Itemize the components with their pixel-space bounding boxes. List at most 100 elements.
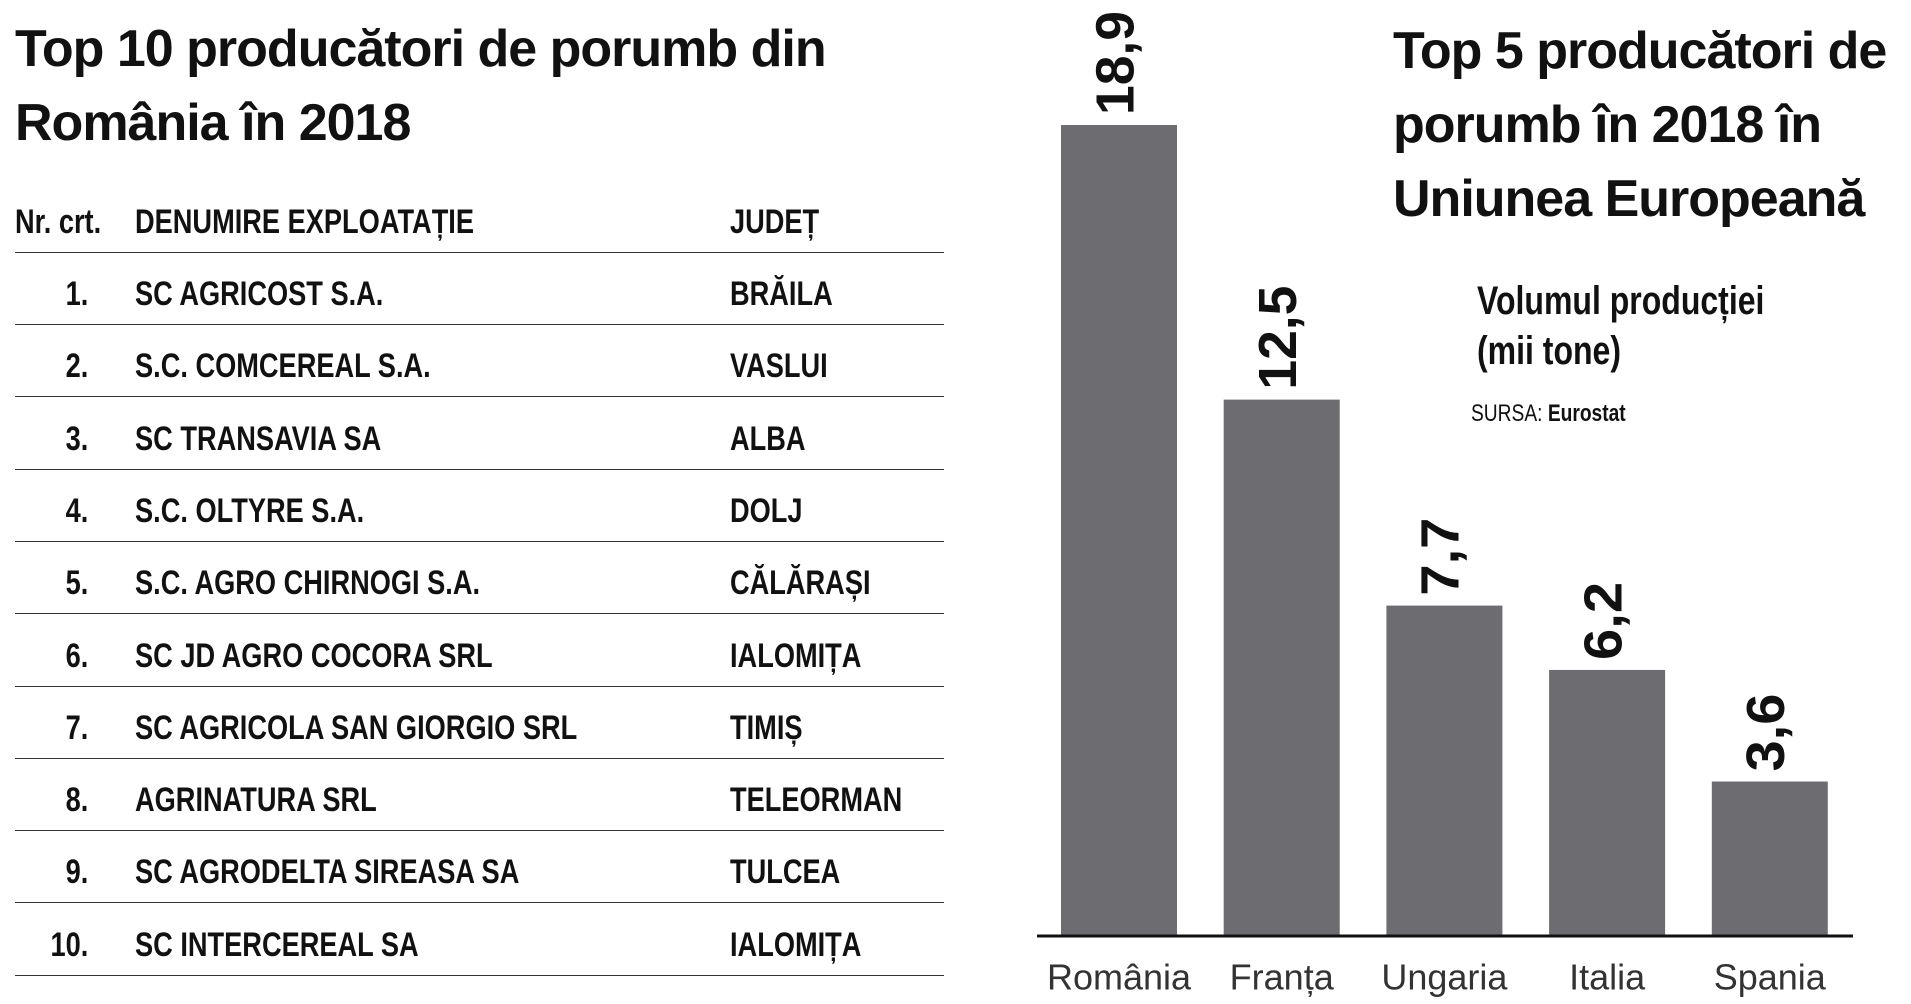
table-cell: S.C. OLTYRE S.A. bbox=[135, 491, 365, 530]
table-cell: IALOMIȚA bbox=[730, 636, 862, 675]
table-cell: S.C. COMCEREAL S.A. bbox=[135, 347, 431, 386]
table-row: 5. S.C. AGRO CHIRNOGI S.A. CĂLĂRAȘI bbox=[15, 541, 944, 615]
table-cell: 4. bbox=[65, 491, 88, 530]
table-cell: BRĂILA bbox=[730, 275, 833, 313]
cell: SC AGRICOST S.A. bbox=[135, 275, 445, 314]
table-cell: CĂLĂRAȘI bbox=[730, 564, 871, 603]
table-cell: SC AGRODELTA SIREASA SA bbox=[135, 853, 520, 892]
cell: DENUMIRE EXPLOATAȚIE bbox=[135, 203, 559, 242]
source-label: SURSA: bbox=[1471, 400, 1543, 427]
source-name: Eurostat bbox=[1547, 400, 1626, 427]
cell: BRĂILA bbox=[730, 275, 858, 314]
table-cell: S.C. AGRO CHIRNOGI S.A. bbox=[135, 564, 481, 603]
table-title: Top 10 producători de porumb din România… bbox=[15, 20, 827, 152]
table-cell: 9. bbox=[65, 853, 88, 892]
cell: DOLJ bbox=[730, 492, 821, 531]
table-row: 1. SC AGRICOST S.A. BRĂILA bbox=[15, 252, 944, 325]
x-tick-label: Italia bbox=[1569, 957, 1646, 998]
table-cell: DOLJ bbox=[730, 491, 803, 530]
x-tick-label: România bbox=[1047, 957, 1192, 998]
x-tick-label: Ungaria bbox=[1381, 957, 1508, 998]
table-row: 7. SC AGRICOLA SAN GIORGIO SRL TIMIȘ bbox=[15, 686, 944, 759]
header-cell: Nr. crt. bbox=[15, 203, 102, 241]
header-row: Nr. crt. DENUMIRE EXPLOATAȚIE JUDEȚ bbox=[15, 180, 944, 253]
table-cell: SC AGRICOLA SAN GIORGIO SRL bbox=[135, 708, 578, 747]
cell: S.C. OLTYRE S.A. bbox=[135, 492, 422, 531]
table-row: 3. SC TRANSAVIA SA ALBA bbox=[15, 397, 944, 470]
table-cell: SC JD AGRO COCORA SRL bbox=[135, 636, 493, 675]
cell: 10. bbox=[41, 926, 88, 965]
bar bbox=[1223, 399, 1340, 936]
chart-title: Top 5 producători de porumb în 2018 în U… bbox=[1393, 22, 1887, 228]
table-cell: 6. bbox=[65, 636, 88, 675]
table-cell: TULCEA bbox=[730, 853, 841, 892]
header-cell: JUDEȚ bbox=[730, 203, 820, 241]
table-cell: IALOMIȚA bbox=[730, 925, 862, 964]
table-row: 8. AGRINATURA SRL TELEORMAN bbox=[15, 758, 945, 832]
cell: 7. bbox=[60, 709, 88, 748]
cell: SC INTERCEREAL SA bbox=[135, 926, 490, 965]
cell: 4. bbox=[60, 492, 88, 531]
cell: AGRINATURA SRL bbox=[135, 781, 437, 820]
table-cell: 8. bbox=[65, 781, 88, 820]
bar bbox=[1549, 669, 1666, 936]
cell: 1. bbox=[60, 275, 88, 314]
table-cell: TIMIȘ bbox=[730, 708, 803, 747]
value-label: 6,2 bbox=[1573, 582, 1633, 660]
cell: 9. bbox=[60, 853, 88, 892]
cell: TELEORMAN bbox=[730, 781, 945, 820]
table-row: 10. SC INTERCEREAL SA IALOMIȚA bbox=[15, 903, 944, 976]
cell: 3. bbox=[60, 420, 88, 459]
cell: 5. bbox=[60, 564, 88, 603]
subtitle-box: Volumul producției (mii tone) bbox=[1477, 276, 1837, 376]
cell: 8. bbox=[60, 781, 88, 820]
cell: SC AGRODELTA SIREASA SA bbox=[135, 853, 615, 892]
table-row: 4. S.C. OLTYRE S.A. DOLJ bbox=[15, 469, 944, 542]
table-cell: 5. bbox=[65, 564, 88, 603]
cell: VASLUI bbox=[730, 347, 852, 386]
table-cell: SC INTERCEREAL SA bbox=[135, 925, 419, 964]
cell: S.C. AGRO CHIRNOGI S.A. bbox=[135, 564, 566, 603]
bar bbox=[1386, 605, 1503, 936]
cell: SC JD AGRO COCORA SRL bbox=[135, 637, 582, 676]
cell: SC TRANSAVIA SA bbox=[135, 420, 443, 459]
x-tick-label: Franța bbox=[1230, 957, 1335, 998]
cell: ALBA bbox=[730, 420, 824, 459]
value-label: 12,5 bbox=[1248, 286, 1308, 390]
table-cell: ALBA bbox=[730, 419, 806, 458]
table-cell: SC AGRICOST S.A. bbox=[135, 275, 384, 313]
table-cell: 1. bbox=[65, 275, 88, 313]
table-cell: 7. bbox=[65, 708, 88, 747]
source-box: SURSA: Eurostat bbox=[1471, 400, 1664, 428]
cell: JUDEȚ bbox=[730, 203, 841, 242]
table-row: 2. S.C. COMCEREAL S.A. VASLUI bbox=[15, 324, 944, 398]
source: SURSA: Eurostat bbox=[1471, 400, 1626, 428]
value-label: 18,9 bbox=[1085, 11, 1145, 115]
table-cell: TELEORMAN bbox=[730, 781, 903, 820]
header-cell: DENUMIRE EXPLOATAȚIE bbox=[135, 203, 475, 241]
bar bbox=[1711, 781, 1828, 936]
cell: TIMIȘ bbox=[730, 709, 821, 748]
value-label: 7,7 bbox=[1411, 518, 1471, 596]
cell: S.C. COMCEREAL S.A. bbox=[135, 347, 505, 386]
chart-subtitle: Volumul producției (mii tone) bbox=[1477, 279, 1765, 373]
x-tick-label: Spania bbox=[1714, 957, 1827, 998]
cell: CĂLĂRAȘI bbox=[730, 564, 906, 603]
cell: TULCEA bbox=[730, 853, 868, 892]
table-cell: AGRINATURA SRL bbox=[135, 781, 377, 820]
table-cell: SC TRANSAVIA SA bbox=[135, 419, 382, 458]
table-cell: VASLUI bbox=[730, 347, 828, 386]
bar bbox=[1061, 125, 1177, 936]
table-cell: 10. bbox=[50, 925, 88, 964]
table-row: 6. SC JD AGRO COCORA SRL IALOMIȚA bbox=[15, 614, 944, 687]
cell: 6. bbox=[60, 637, 88, 676]
cell: Nr. crt. bbox=[15, 203, 123, 242]
cell: 2. bbox=[60, 347, 88, 386]
value-label: 3,6 bbox=[1736, 694, 1796, 772]
table-cell: 3. bbox=[65, 419, 88, 458]
cell: IALOMIȚA bbox=[730, 637, 894, 676]
cell: IALOMIȚA bbox=[730, 926, 894, 965]
table-row: 9. SC AGRODELTA SIREASA SA TULCEA bbox=[15, 830, 944, 904]
